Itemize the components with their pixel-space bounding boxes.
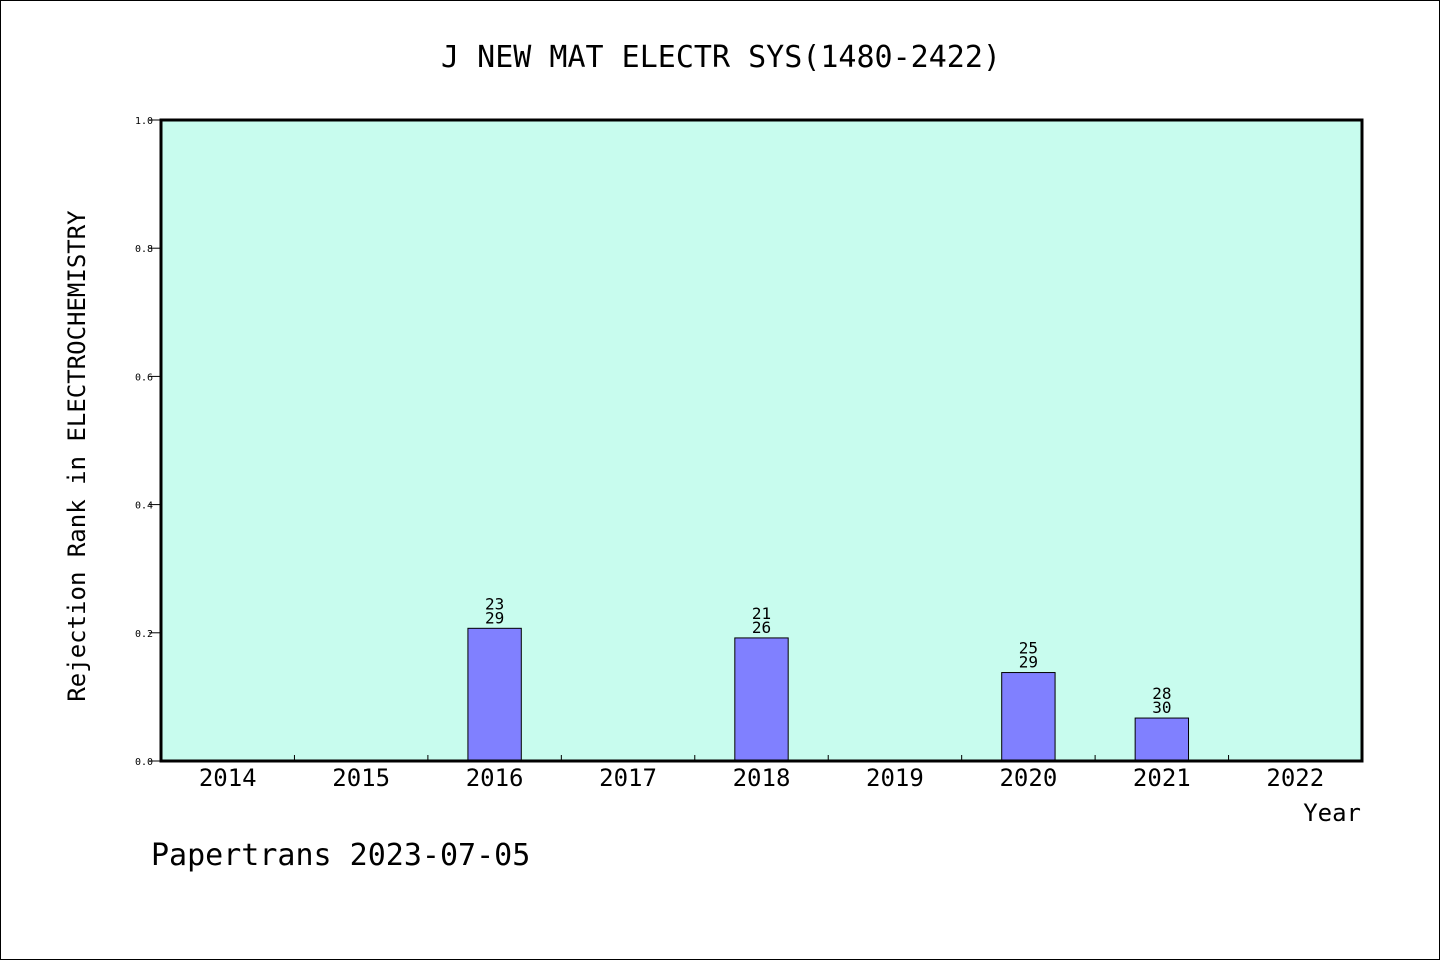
bar-2020: [1001, 672, 1056, 762]
bar-2016: [467, 627, 522, 762]
y-tick-label: 1.0: [135, 116, 153, 127]
x-tick-label: 2019: [866, 764, 924, 792]
y-tick-label: 0.6: [135, 372, 153, 383]
x-tick-label: 2015: [332, 764, 390, 792]
y-tick-label: 0.8: [135, 244, 153, 255]
bar-2018: [734, 637, 789, 762]
bar-label-bottom: 29: [485, 608, 504, 627]
x-tick-labels: 2014 2015 2016 2017 2018 2019 2020 2021 2022: [199, 764, 1324, 792]
bar-label-bottom: 29: [1019, 653, 1038, 672]
y-tick-label: 0.4: [135, 501, 153, 512]
bar-label-bottom: 30: [1152, 698, 1171, 717]
y-tick-labels: 0.0 0.2 0.4 0.6 0.8 1.0: [135, 116, 153, 768]
x-axis-label: Year: [1303, 799, 1361, 827]
bar-label-top: 21: [752, 604, 771, 623]
x-tick-label: 2014: [199, 764, 257, 792]
bar-label-top: 28: [1152, 684, 1171, 703]
y-axis-label: Rejection Rank in ELECTROCHEMISTRY: [63, 210, 91, 702]
bar-label-top: 25: [1019, 639, 1038, 658]
x-tick-label: 2017: [599, 764, 657, 792]
x-tick-label: 2016: [466, 764, 524, 792]
x-tick-label: 2021: [1133, 764, 1191, 792]
bar-label-top: 23: [485, 594, 504, 613]
bar-label-bottom: 26: [752, 618, 771, 637]
bars: [467, 627, 1190, 762]
y-tick-label: 0.2: [135, 629, 153, 640]
footer-date: Papertrans 2023-07-05: [151, 838, 530, 873]
x-tick-label: 2022: [1266, 764, 1324, 792]
plot-border: [159, 118, 1364, 763]
x-tick-label: 2020: [999, 764, 1057, 792]
chart-title: J NEW MAT ELECTR SYS(1480-2422): [441, 40, 1001, 75]
bar-2021: [1134, 717, 1190, 762]
x-tick-label: 2018: [733, 764, 791, 792]
y-tick-label: 0.0: [135, 757, 153, 768]
